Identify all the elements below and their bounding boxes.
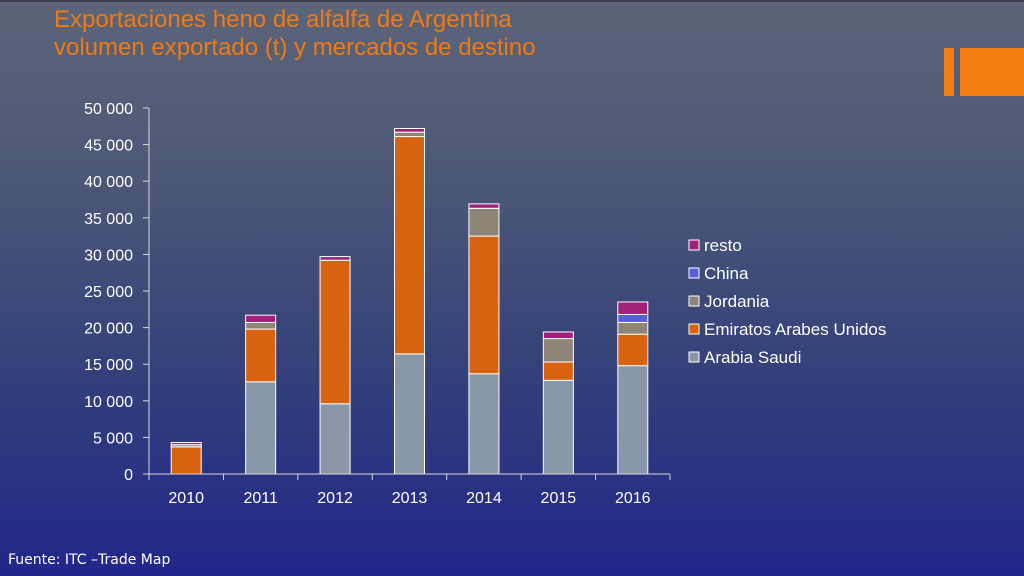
legend-swatch-emiratos-arabes-unidos — [688, 323, 700, 335]
bar-2015-emiratos-arabes-unidos — [542, 361, 574, 381]
bar-2014-jordania — [468, 207, 500, 237]
source-note: Fuente: ITC –Trade Map — [8, 552, 171, 568]
x-tick-label: 2016 — [615, 490, 651, 507]
axes-group: 2010 2011 2012 2013 2014 2015 2016 0 5 000 10 000… — [84, 101, 671, 507]
bar-2016-arabia-saudi — [617, 365, 649, 475]
y-tick-label: 25 000 — [84, 284, 133, 301]
bar-2014-emiratos-arabes-unidos — [468, 235, 500, 375]
bar-2012-arabia-saudi — [319, 403, 351, 475]
bar-2015-arabia-saudi — [542, 379, 574, 475]
bar-2012-emiratos-arabes-unidos — [319, 259, 351, 405]
decor-bar-left — [944, 48, 954, 96]
bar-2010-resto — [170, 442, 202, 446]
bar-2014-arabia-saudi — [468, 373, 500, 475]
bar-2014-resto — [468, 203, 500, 209]
bar-2016-resto — [617, 301, 649, 315]
bar-2012-resto — [319, 256, 351, 261]
slide-title: Exportaciones heno de alfalfa de Argenti… — [54, 6, 754, 62]
x-tick-label: 2010 — [168, 490, 204, 507]
y-tick-label: 50 000 — [84, 101, 133, 118]
bar-2016-china — [617, 313, 649, 323]
bar-2015-jordania — [542, 338, 574, 363]
legend-label-china: China — [704, 264, 749, 283]
y-tick-label: 5 000 — [93, 430, 133, 447]
legend-swatch-arabia-saudi — [688, 351, 700, 363]
legend-label-arabia-saudi: Arabia Saudi — [704, 348, 801, 367]
legend: resto China Jordania Emiratos Arabes Unidos… — [688, 236, 886, 367]
x-tick-label: 2014 — [466, 490, 502, 507]
bar-2016-emiratos-arabes-unidos — [617, 333, 649, 367]
y-tick-label: 35 000 — [84, 211, 133, 228]
y-tick-label: 15 000 — [84, 357, 133, 374]
bar-2013-emiratos-arabes-unidos — [394, 136, 425, 355]
y-tick-label: 30 000 — [84, 247, 133, 264]
bar-2013-resto — [394, 127, 425, 133]
legend-swatch-jordania — [688, 295, 700, 307]
top-border — [0, 0, 1024, 2]
y-tick-label: 45 000 — [84, 138, 133, 155]
bar-2016-jordania — [617, 321, 649, 335]
legend-label-emiratos-arabes-unidos: Emiratos Arabes Unidos — [704, 320, 886, 339]
x-tick-label: 2012 — [317, 490, 353, 507]
x-tick-label: 2015 — [541, 490, 577, 507]
y-tick-label: 20 000 — [84, 321, 133, 338]
y-tick-label: 10 000 — [84, 394, 133, 411]
legend-swatch-resto — [688, 239, 700, 251]
legend-label-resto: resto — [704, 236, 742, 255]
title-line-2: volumen exportado (t) y mercados de dest… — [54, 34, 536, 61]
legend-label-jordania: Jordania — [704, 292, 770, 311]
bar-2011-jordania — [245, 321, 277, 330]
legend-swatch-china — [688, 267, 700, 279]
bars-group — [170, 127, 649, 475]
bar-2015-resto — [542, 331, 574, 340]
title-line-1: Exportaciones heno de alfalfa de Argenti… — [54, 6, 512, 33]
x-tick-label: 2013 — [392, 490, 428, 507]
bar-2013-jordania — [394, 131, 425, 138]
bar-2013-arabia-saudi — [394, 353, 425, 475]
bar-2011-emiratos-arabes-unidos — [245, 328, 277, 383]
bar-2010-emiratos-arabes-unidos — [170, 446, 202, 475]
bar-2011-resto — [245, 314, 277, 323]
bar-2011-arabia-saudi — [245, 381, 277, 475]
decor-bar-right — [960, 48, 1024, 96]
y-tick-label: 0 — [124, 467, 133, 484]
x-tick-label: 2011 — [243, 490, 278, 507]
y-tick-label: 40 000 — [84, 174, 133, 191]
